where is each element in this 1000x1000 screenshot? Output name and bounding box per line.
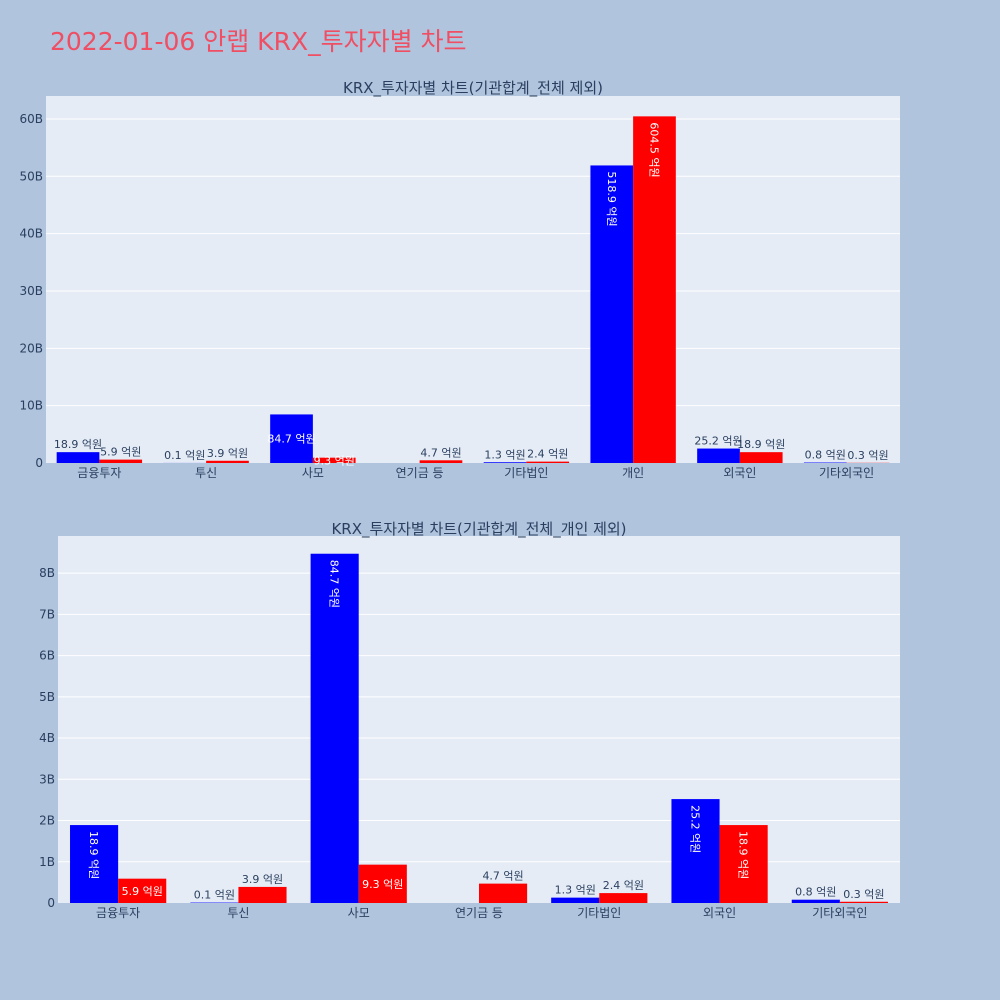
x-tick-label: 기타외국인 [812, 906, 867, 920]
bar [599, 893, 648, 903]
chart-title: KRX_투자자별 차트(기관합계_전체_개인 제외) [331, 520, 626, 539]
x-tick-label: 투신 [227, 906, 249, 920]
chart-title: KRX_투자자별 차트(기관합계_전체 제외) [343, 79, 603, 98]
bar [483, 462, 527, 463]
bar [633, 116, 676, 464]
data-label: 18.9 억원 [54, 438, 102, 451]
bar [719, 825, 768, 903]
bar [358, 864, 407, 903]
data-label: 0.8 억원 [795, 886, 836, 899]
y-tick-label: 6B [39, 649, 55, 663]
x-tick-label: 외국인 [723, 466, 756, 480]
bar [118, 878, 167, 903]
data-label: 25.2 억원 [694, 435, 742, 448]
data-label: 18.9 억원 [87, 831, 100, 879]
data-label: 84.7 억원 [267, 433, 315, 446]
bar [270, 414, 313, 463]
data-label: 5.9 억원 [100, 446, 141, 459]
x-tick-label: 금융투자 [96, 906, 140, 920]
bar [206, 460, 249, 463]
y-tick-label: 2B [39, 814, 55, 828]
bar [839, 901, 888, 903]
data-label: 0.1 억원 [194, 889, 235, 902]
data-label: 2.4 억원 [603, 879, 644, 892]
x-tick-label: 연기금 등 [396, 466, 444, 480]
bar [312, 457, 356, 463]
x-tick-label: 기타법인 [577, 906, 621, 920]
x-tick-label: 외국인 [703, 906, 736, 920]
data-label: 1.3 억원 [555, 884, 596, 897]
x-tick-label: 사모 [302, 466, 324, 480]
bar [419, 460, 463, 463]
y-tick-label: 8B [39, 566, 55, 580]
bar [739, 452, 783, 463]
data-label: 0.1 억원 [164, 449, 205, 462]
data-label: 1.3 억원 [484, 448, 525, 461]
data-label: 2.4 억원 [527, 448, 568, 461]
data-label: 0.3 억원 [843, 888, 884, 901]
y-tick-label: 5B [39, 690, 55, 704]
y-tick-label: 50B [19, 169, 43, 183]
x-tick-label: 투신 [195, 466, 217, 480]
y-tick-label: 10B [19, 399, 43, 413]
y-tick-label: 7B [39, 607, 55, 621]
bar [238, 886, 287, 903]
y-tick-label: 30B [19, 284, 43, 298]
data-label: 9.3 억원 [362, 878, 403, 891]
y-tick-label: 1B [39, 855, 55, 869]
bar [70, 825, 119, 903]
bar [590, 165, 634, 463]
chart-top: KRX_투자자별 차트(기관합계_전체 제외) 0 10B 20B 30B 40B 50B 6… [19, 79, 900, 480]
data-label: 0.3 억원 [847, 449, 888, 462]
data-label: 9.3 억원 [314, 454, 355, 467]
plot-area [46, 96, 900, 463]
y-tick-label: 20B [19, 341, 43, 355]
bar [56, 452, 100, 463]
bar [99, 459, 143, 463]
data-label: 3.9 억원 [207, 447, 248, 460]
data-label: 604.5 억원 [647, 122, 660, 177]
bar [551, 897, 600, 903]
x-tick-label: 금융투자 [77, 466, 121, 480]
y-tick-label: 0 [35, 456, 43, 470]
x-tick-label: 사모 [348, 906, 370, 920]
data-label: 25.2 억원 [689, 805, 702, 853]
x-tick-label: 기타법인 [504, 466, 548, 480]
bar [697, 448, 740, 463]
data-label: 3.9 억원 [242, 873, 283, 886]
bar [479, 883, 528, 903]
y-tick-label: 3B [39, 772, 55, 786]
data-label: 4.7 억원 [482, 870, 523, 883]
y-tick-label: 0 [47, 896, 55, 910]
x-tick-label: 개인 [622, 466, 644, 480]
y-tick-label: 4B [39, 731, 55, 745]
y-tick-label: 40B [19, 227, 43, 241]
bar [526, 461, 570, 463]
x-tick-label: 기타외국인 [819, 466, 874, 480]
data-label: 84.7 억원 [328, 560, 341, 608]
data-label: 4.7 억원 [420, 446, 461, 459]
bar [791, 899, 840, 903]
chart-bottom: KRX_투자자별 차트(기관합계_전체_개인 제외) 0 1B 2B 3B 4B 5B 6B 7… [39, 520, 900, 920]
plot-area [58, 536, 900, 903]
bar [310, 553, 359, 903]
page-title: 2022-01-06 안랩 KRX_투자자별 차트 [50, 27, 467, 56]
y-tick-label: 60B [19, 112, 43, 126]
data-label: 0.8 억원 [805, 449, 846, 462]
data-label: 518.9 억원 [605, 171, 618, 226]
bar [671, 799, 720, 903]
data-label: 5.9 억원 [122, 885, 163, 898]
x-tick-label: 연기금 등 [455, 906, 503, 920]
data-label: 18.9 억원 [737, 438, 785, 451]
data-label: 18.9 억원 [737, 831, 750, 879]
